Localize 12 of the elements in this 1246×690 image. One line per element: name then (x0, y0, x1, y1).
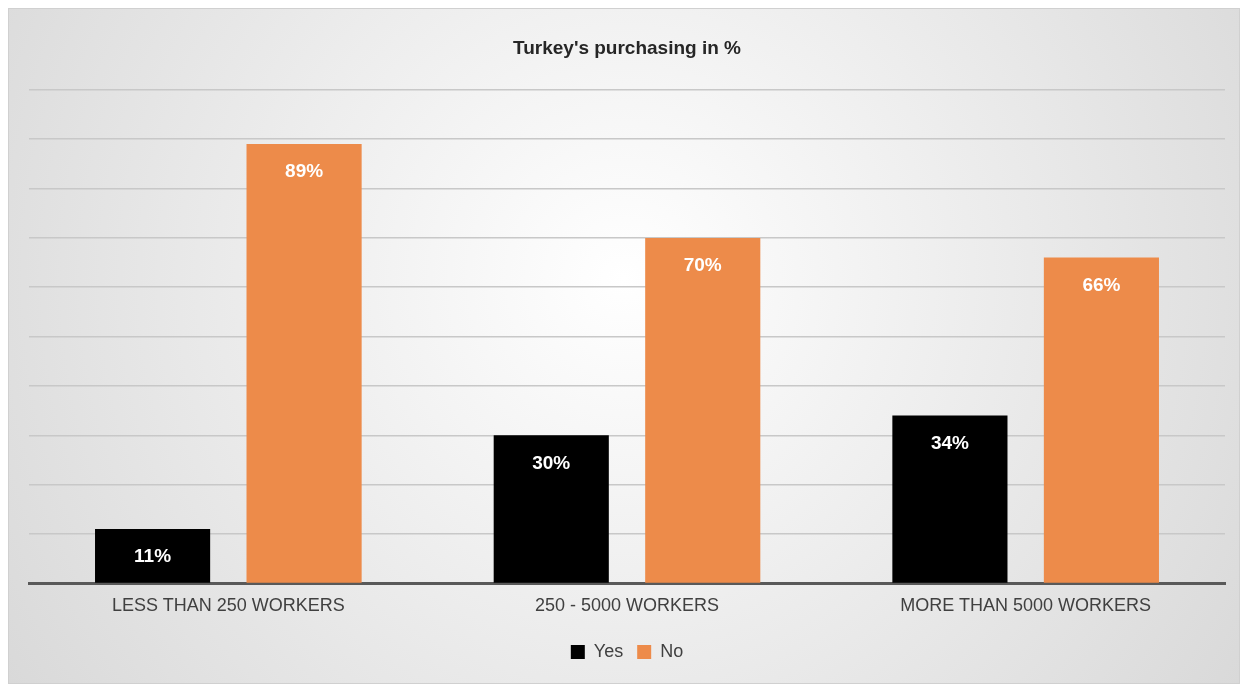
x-tick-label: MORE THAN 5000 WORKERS (900, 595, 1152, 616)
legend-label: No (660, 640, 684, 661)
x-tick-label: LESS THAN 250 WORKERS (111, 595, 345, 616)
chart-title: Turkey's purchasing in % (513, 36, 742, 58)
data-label: 11% (134, 545, 172, 567)
data-label: 34% (930, 431, 970, 453)
x-tick-label: 250 - 5000 WORKERS (534, 595, 720, 616)
data-label: 70% (683, 254, 722, 276)
data-label: 66% (1082, 273, 1121, 295)
legend-label: Yes (593, 640, 624, 661)
data-label: 30% (532, 451, 571, 473)
data-label: 89% (285, 160, 324, 182)
